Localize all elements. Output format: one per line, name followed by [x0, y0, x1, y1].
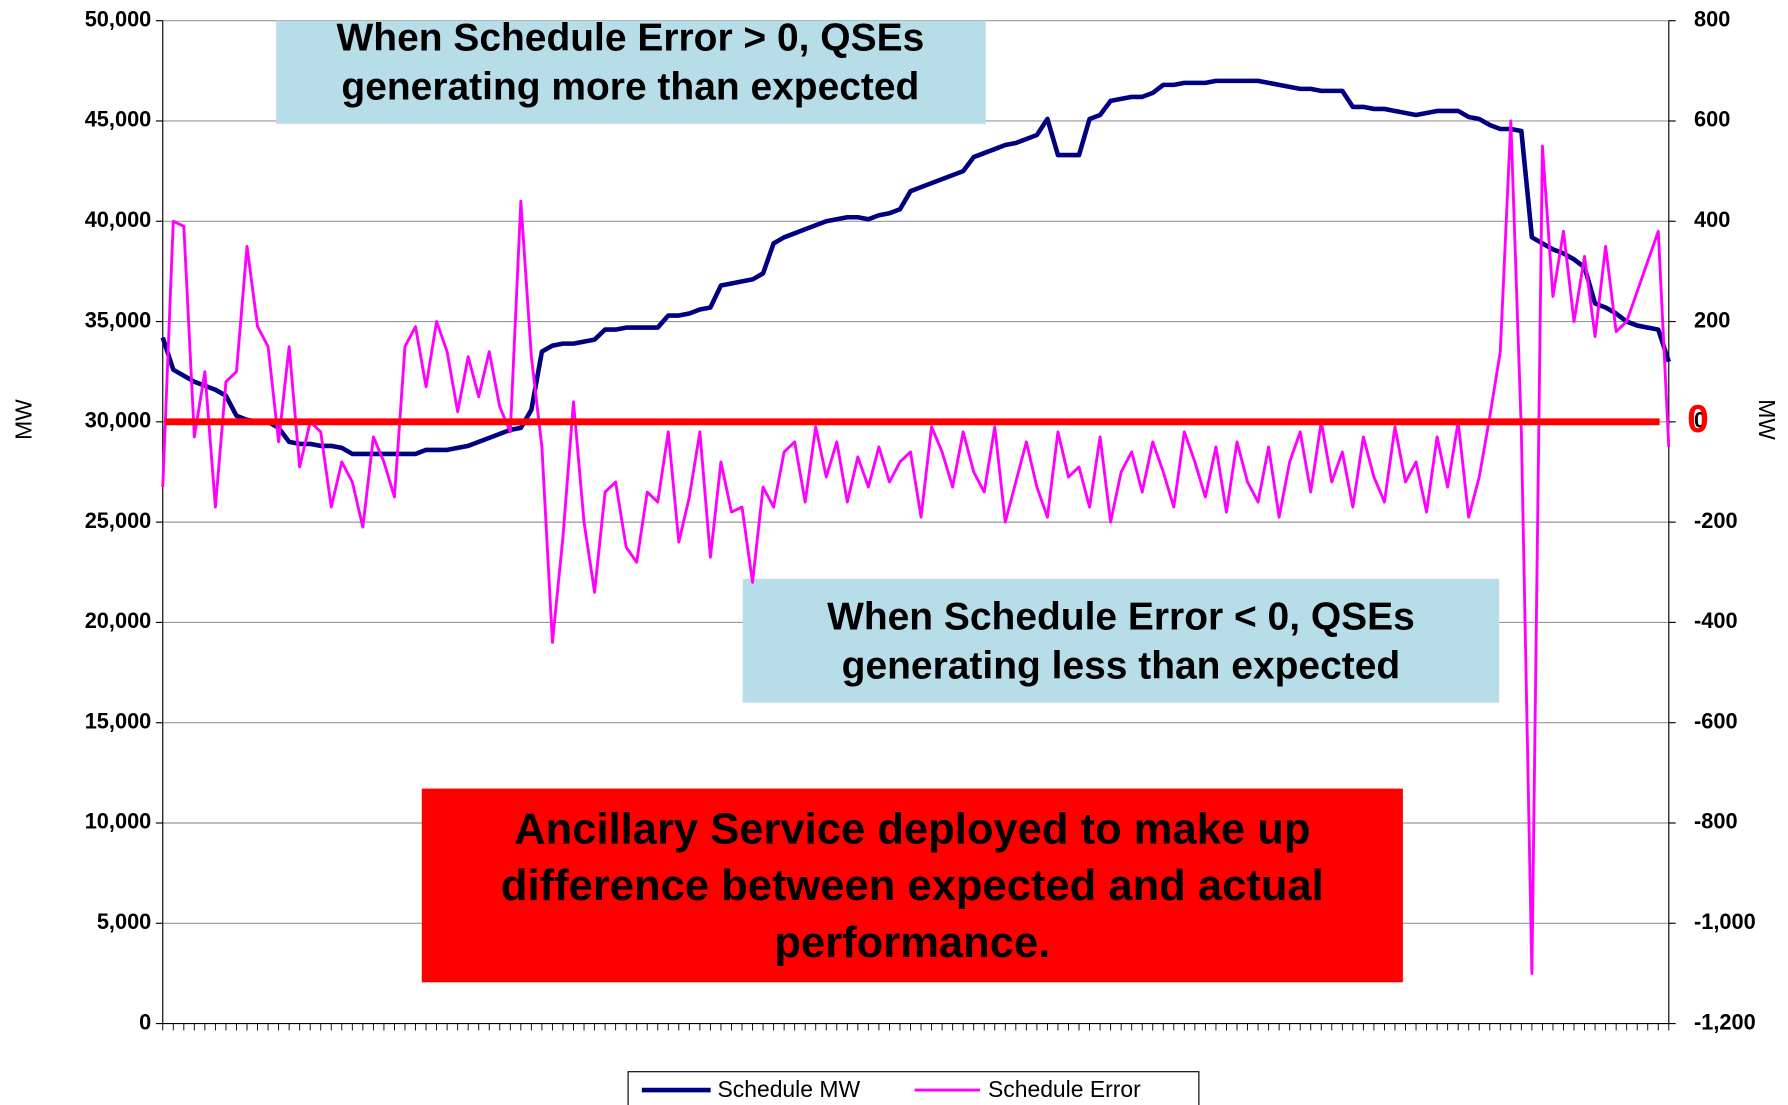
- annotation-text: Ancillary Service deployed to make up: [514, 806, 1310, 854]
- annotation-box: [742, 578, 1500, 703]
- y2-axis-label: MW: [1754, 399, 1780, 440]
- y2-tick-label: -1,000: [1694, 909, 1756, 934]
- y-tick-label: 5,000: [97, 909, 151, 934]
- annotation-text: When Schedule Error > 0, QSEs: [337, 16, 925, 59]
- series-line: [161, 119, 1671, 975]
- y2-tick-label: 400: [1694, 207, 1730, 232]
- y2-tick-label: -800: [1694, 809, 1738, 834]
- series-line: [160, 78, 1671, 457]
- legend-label: Schedule MW: [717, 1076, 860, 1102]
- y2-tick-label: 600: [1694, 107, 1730, 132]
- reference-label: 0: [1687, 398, 1709, 441]
- y-tick-label: 10,000: [85, 809, 152, 834]
- legend-box: [627, 1071, 1200, 1105]
- y2-tick-label: 0: [1694, 408, 1706, 433]
- y-tick-label: 20,000: [85, 608, 152, 633]
- annotation-text: generating more than expected: [341, 66, 919, 109]
- y-tick-label: 30,000: [85, 408, 152, 433]
- annotation-box: [421, 788, 1403, 983]
- annotation-text: performance.: [774, 919, 1050, 967]
- y-tick-label: 15,000: [85, 708, 152, 733]
- legend-label: Schedule Error: [988, 1076, 1141, 1102]
- y2-tick-label: 200: [1694, 307, 1730, 332]
- annotation-text: difference between expected and actual: [501, 862, 1324, 910]
- y-axis-label: MW: [10, 399, 36, 440]
- annotation-box: [276, 20, 986, 124]
- y2-tick-label: -1,200: [1694, 1009, 1756, 1034]
- y-tick-label: 40,000: [85, 207, 152, 232]
- y2-tick-label: 800: [1694, 6, 1730, 31]
- y-tick-label: 35,000: [85, 307, 152, 332]
- y-tick-label: 45,000: [85, 107, 152, 132]
- y-tick-label: 0: [139, 1009, 151, 1034]
- annotation-text: generating less than expected: [842, 645, 1401, 688]
- annotation-text: When Schedule Error < 0, QSEs: [827, 595, 1415, 638]
- y-tick-label: 25,000: [85, 508, 152, 533]
- y2-tick-label: -600: [1694, 708, 1738, 733]
- y2-tick-label: -400: [1694, 608, 1738, 633]
- y-tick-label: 50,000: [85, 6, 152, 31]
- y2-tick-label: -200: [1694, 508, 1738, 533]
